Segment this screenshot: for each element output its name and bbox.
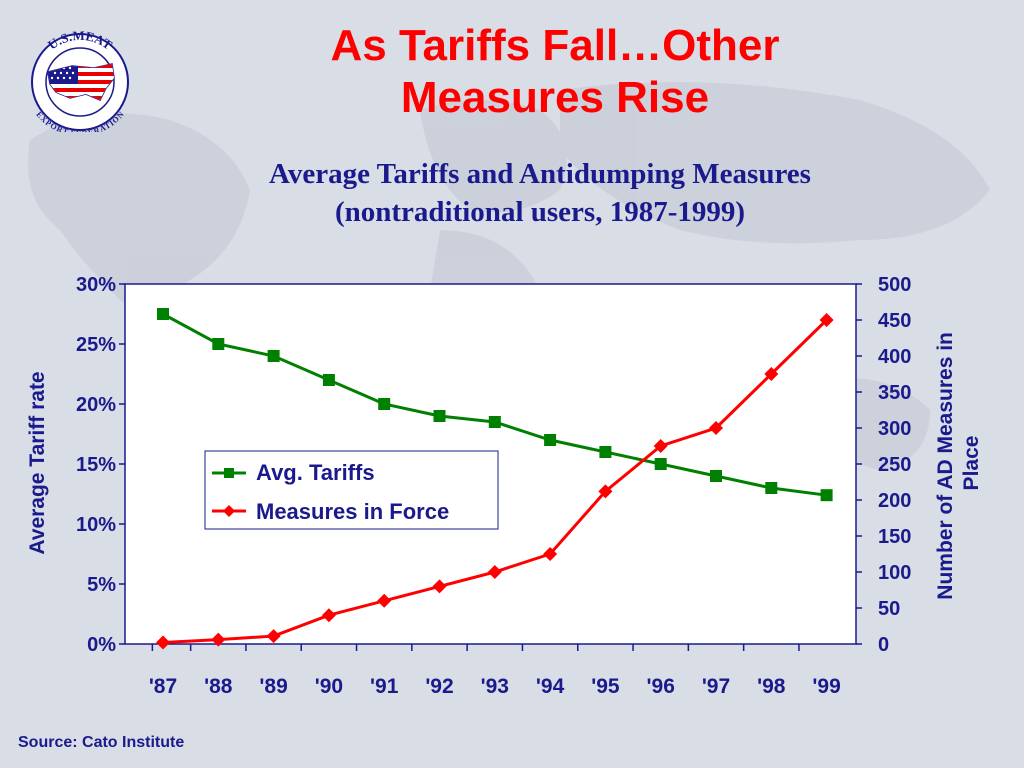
chart-subtitle-line-2: (nontraditional users, 1987-1999) — [334, 196, 746, 228]
y2-tick-label: 150 — [878, 526, 911, 548]
tariffs-point — [710, 470, 722, 482]
source-note: Source: Cato Institute — [18, 734, 185, 751]
usmef-logo: U.S.MEAT EXPORT FEDERATION — [31, 28, 129, 132]
y2-tick-label: 500 — [878, 274, 911, 296]
tariffs-point — [820, 489, 833, 502]
tariffs-point — [488, 416, 501, 428]
y2-tick-label: 250 — [878, 454, 911, 476]
y2-tick-label: 100 — [878, 562, 911, 584]
measures-point — [487, 565, 502, 579]
measures-point — [819, 313, 834, 327]
x-tick-label: '94 — [536, 675, 565, 698]
tariffs-point — [544, 434, 557, 446]
y2-tick-label: 450 — [878, 310, 911, 332]
y2-tick-label: 200 — [878, 490, 911, 512]
x-tick-label: '92 — [425, 675, 453, 698]
legend-marker-measures — [223, 505, 235, 517]
x-tick-label: '95 — [591, 675, 620, 698]
chart-subtitle: Average Tariffs and Antidumping Measures… — [130, 155, 950, 231]
x-axis: '87 '88 '89 '90 '91 '92 '93 '94 '95 '96 '97 '98 '99 — [149, 644, 841, 698]
y-tick-label: 5% — [87, 574, 116, 596]
measures-point — [156, 635, 170, 650]
y-tick-label: 25% — [76, 334, 116, 356]
measures-point — [653, 439, 668, 453]
slide-title-line-1: As Tariffs Fall…Other — [330, 21, 780, 70]
x-tick-label: '89 — [259, 675, 287, 698]
y2-tick-label: 50 — [878, 598, 900, 620]
y2-tick-label: 300 — [878, 418, 911, 440]
measures-point — [709, 421, 723, 435]
tariffs-point — [599, 446, 612, 458]
x-tick-label: '87 — [149, 675, 177, 698]
measures-point — [377, 593, 392, 608]
measures-point — [266, 629, 281, 644]
tariffs-point — [322, 374, 335, 386]
legend-box — [204, 450, 499, 530]
right-axis: 0 50 100 150 200 250 300 350 400 450 500 — [856, 274, 911, 656]
x-tick-label: '93 — [481, 675, 509, 698]
x-tick-label: '96 — [647, 675, 675, 698]
tariffs-point — [654, 458, 667, 470]
x-tick-label: '88 — [204, 675, 233, 698]
x-tick-label: '90 — [315, 675, 343, 698]
y-tick-label: 15% — [76, 454, 116, 476]
measures-point — [543, 547, 558, 561]
y2-axis-label-line-2: Place — [960, 436, 983, 491]
tariffs-point — [378, 398, 391, 410]
y-tick-label: 10% — [76, 514, 116, 536]
measures-point — [764, 367, 779, 381]
legend: Avg. Tariffs Measures in Force — [204, 450, 499, 530]
y2-axis-label: Number of AD Measures in Place — [934, 326, 983, 599]
legend-marker-tariffs — [224, 468, 234, 478]
y-tick-label: 0% — [87, 634, 116, 656]
tariffs-point — [765, 482, 778, 494]
legend-label-tariffs: Avg. Tariffs — [256, 460, 375, 485]
y2-axis-label-line-1: Number of AD Measures in — [934, 332, 957, 600]
x-tick-label: '98 — [757, 675, 786, 698]
left-axis: 0% 5% 10% 15% 20% 25% 30% — [76, 274, 125, 656]
legend-label-measures: Measures in Force — [256, 499, 449, 524]
y-tick-label: 30% — [76, 274, 116, 296]
slide-title: As Tariffs Fall…Other Measures Rise — [230, 20, 880, 124]
y2-tick-label: 350 — [878, 382, 911, 404]
y2-tick-label: 400 — [878, 346, 911, 368]
tariffs-point — [157, 308, 169, 320]
y-axis-label: Average Tariff rate — [26, 371, 49, 554]
x-tick-label: '91 — [370, 675, 399, 698]
tariffs-point — [212, 338, 225, 350]
x-tick-label: '97 — [702, 675, 730, 698]
x-tick-label: '99 — [812, 675, 840, 698]
tariffs-point — [267, 350, 280, 362]
tariffs-point — [433, 410, 446, 422]
measures-point — [598, 484, 613, 499]
y2-tick-label: 0 — [878, 634, 889, 656]
y-tick-label: 20% — [76, 394, 116, 416]
chart-subtitle-line-1: Average Tariffs and Antidumping Measures — [269, 158, 811, 190]
measures-point — [432, 579, 447, 594]
measures-point — [321, 608, 336, 623]
series-layer — [156, 308, 834, 650]
slide-title-line-2: Measures Rise — [400, 73, 710, 122]
measures-point — [211, 632, 226, 647]
